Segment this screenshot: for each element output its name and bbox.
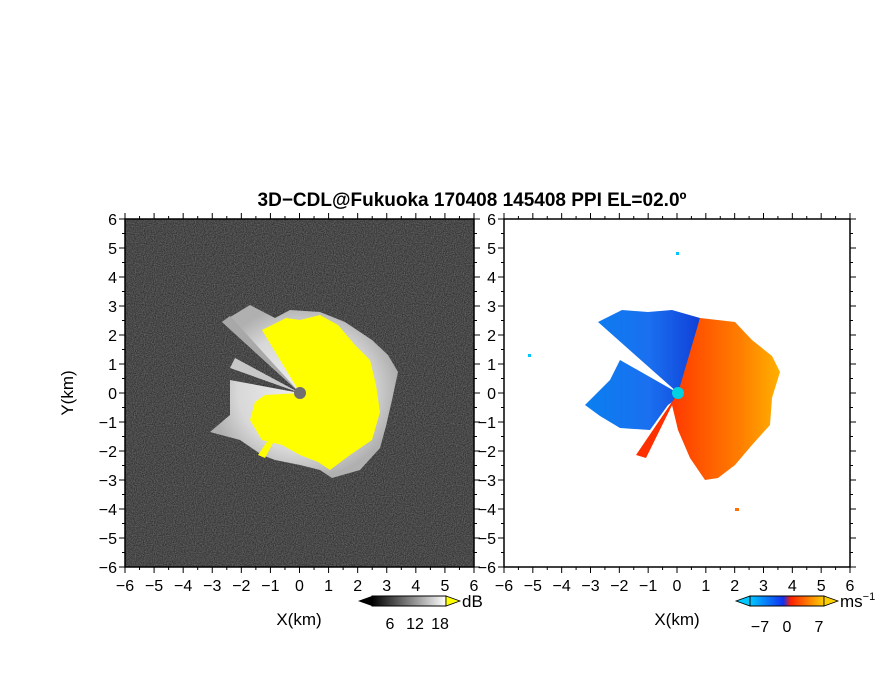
y-tick-label: −6 xyxy=(478,560,496,577)
y-tick-label: 5 xyxy=(487,241,496,258)
colorbar-high-arrow xyxy=(445,595,462,607)
velocity-negative-region xyxy=(585,310,700,430)
x-tick-label: 2 xyxy=(353,578,362,595)
x-tick-label: 3 xyxy=(759,578,768,595)
velocity-negative-spoke xyxy=(636,393,678,458)
x-tick-label: 0 xyxy=(673,578,682,595)
chart-title: 3D−CDL@Fukuoka 170408 145408 PPI EL=02.0… xyxy=(258,190,687,211)
y-tick-label: 4 xyxy=(487,270,496,287)
x-tick-label: 4 xyxy=(788,578,797,595)
colorbar-tick-label: −7 xyxy=(751,619,769,636)
colorbar-tick-label: 18 xyxy=(431,616,449,633)
colorbar-low-arrow xyxy=(734,595,751,607)
radar-site-marker xyxy=(294,387,306,399)
y-tick-label: 0 xyxy=(487,386,496,403)
x-tick-label: 6 xyxy=(470,578,479,595)
y-tick-label: −4 xyxy=(478,502,496,519)
colorbar-unit: ms−1 xyxy=(840,591,875,611)
y-tick-label: −4 xyxy=(99,502,117,519)
x-tick-label: 6 xyxy=(846,578,855,595)
right-colorbar: −7 0 7 ms−1 xyxy=(734,591,875,636)
axes-layer: −6 −5 −4 −3 −2 −1 0 1 2 3 4 5 66543210−1−2−3−4−5−6−6… xyxy=(99,212,856,595)
y-tick-label: −1 xyxy=(478,415,496,432)
y-tick-label: 4 xyxy=(108,270,117,287)
y-tick-label: −3 xyxy=(99,473,117,490)
y-tick-label: −5 xyxy=(478,531,496,548)
echo-gray-beam xyxy=(222,316,300,393)
x-tick-label: 5 xyxy=(817,578,826,595)
x-tick-label: −4 xyxy=(174,578,192,595)
echo-yellow-region xyxy=(250,315,380,470)
echo-yellow-spoke xyxy=(258,393,300,458)
colorbar-tick-label: 0 xyxy=(783,619,792,636)
x-tick-label: −1 xyxy=(639,578,657,595)
right-panel xyxy=(504,219,850,567)
left-colorbar: 6 12 18 dB xyxy=(358,592,483,633)
y-tick-label: −3 xyxy=(478,473,496,490)
x-tick-label: −2 xyxy=(232,578,250,595)
y-tick-label: 1 xyxy=(487,357,496,374)
y-tick-label: 3 xyxy=(108,299,117,316)
velocity-speck xyxy=(528,354,531,357)
left-panel xyxy=(125,219,474,567)
colorbar-tick-label: 7 xyxy=(815,619,824,636)
y-tick-label: 0 xyxy=(108,386,117,403)
y-tick-label: 3 xyxy=(487,299,496,316)
y-tick-label: −1 xyxy=(99,415,117,432)
x-tick-label: 2 xyxy=(730,578,739,595)
velocity-speck xyxy=(676,252,679,255)
colorbar-tick-label: 6 xyxy=(386,616,395,633)
radar-site-marker xyxy=(672,387,684,399)
y-tick-label: 2 xyxy=(487,328,496,345)
colorbar-tick-label: 12 xyxy=(406,616,424,633)
x-tick-label: −2 xyxy=(610,578,628,595)
y-tick-label: −2 xyxy=(99,444,117,461)
y-tick-label: −2 xyxy=(478,444,496,461)
x-tick-label: 1 xyxy=(324,578,333,595)
echo-gray-beam xyxy=(230,358,300,393)
y-tick-label: 2 xyxy=(108,328,117,345)
x-tick-label: −4 xyxy=(553,578,571,595)
y-tick-label: −5 xyxy=(99,531,117,548)
x-tick-label: 3 xyxy=(382,578,391,595)
velocity-positive-region xyxy=(672,318,780,480)
colorbar-velocity-scale xyxy=(749,595,825,607)
colorbar-unit-exponent: −1 xyxy=(863,591,876,603)
colorbar-gray-scale xyxy=(371,595,447,607)
y-tick-label: −6 xyxy=(99,560,117,577)
left-y-axis-label: Y(km) xyxy=(58,370,77,415)
x-tick-label: −5 xyxy=(145,578,163,595)
y-tick-label: 6 xyxy=(108,212,117,229)
x-tick-label: 0 xyxy=(295,578,304,595)
x-tick-label: −5 xyxy=(524,578,542,595)
x-tick-label: −6 xyxy=(495,578,513,595)
y-tick-label: 1 xyxy=(108,357,117,374)
x-tick-label: −3 xyxy=(581,578,599,595)
right-x-axis-label: X(km) xyxy=(654,610,699,629)
colorbar-unit-base: ms xyxy=(840,592,863,611)
x-tick-label: 5 xyxy=(440,578,449,595)
x-tick-label: −1 xyxy=(261,578,279,595)
left-x-axis-label: X(km) xyxy=(276,610,321,629)
colorbar-unit: dB xyxy=(462,592,483,611)
colorbar-low-arrow xyxy=(358,596,372,606)
velocity-speck xyxy=(735,508,739,511)
x-tick-label: −3 xyxy=(203,578,221,595)
y-tick-label: 6 xyxy=(487,212,496,229)
x-tick-label: 4 xyxy=(411,578,420,595)
x-tick-label: −6 xyxy=(116,578,134,595)
y-tick-label: 5 xyxy=(108,241,117,258)
colorbar-high-arrow xyxy=(823,595,840,607)
x-tick-label: 1 xyxy=(701,578,710,595)
